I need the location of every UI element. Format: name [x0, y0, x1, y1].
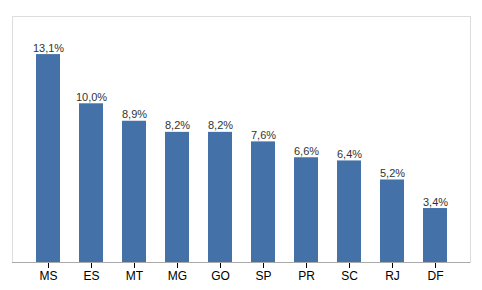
- svg-text:MG: MG: [168, 269, 187, 283]
- svg-text:RJ: RJ: [385, 269, 400, 283]
- svg-text:10,0%: 10,0%: [76, 91, 107, 103]
- svg-text:ES: ES: [83, 269, 99, 283]
- svg-text:7,6%: 7,6%: [251, 129, 276, 141]
- svg-text:6,4%: 6,4%: [337, 148, 362, 160]
- svg-text:6,6%: 6,6%: [294, 145, 319, 157]
- svg-text:PR: PR: [298, 269, 315, 283]
- svg-text:DF: DF: [428, 269, 444, 283]
- svg-text:SC: SC: [341, 269, 358, 283]
- svg-text:5,2%: 5,2%: [380, 167, 405, 179]
- svg-text:MS: MS: [40, 269, 58, 283]
- svg-text:GO: GO: [211, 269, 230, 283]
- svg-text:8,2%: 8,2%: [208, 119, 233, 131]
- svg-text:SP: SP: [255, 269, 271, 283]
- svg-text:3,4%: 3,4%: [423, 196, 448, 208]
- svg-text:8,9%: 8,9%: [122, 108, 147, 120]
- svg-text:MT: MT: [126, 269, 144, 283]
- svg-text:13,1%: 13,1%: [33, 42, 64, 54]
- svg-text:8,2%: 8,2%: [165, 119, 190, 131]
